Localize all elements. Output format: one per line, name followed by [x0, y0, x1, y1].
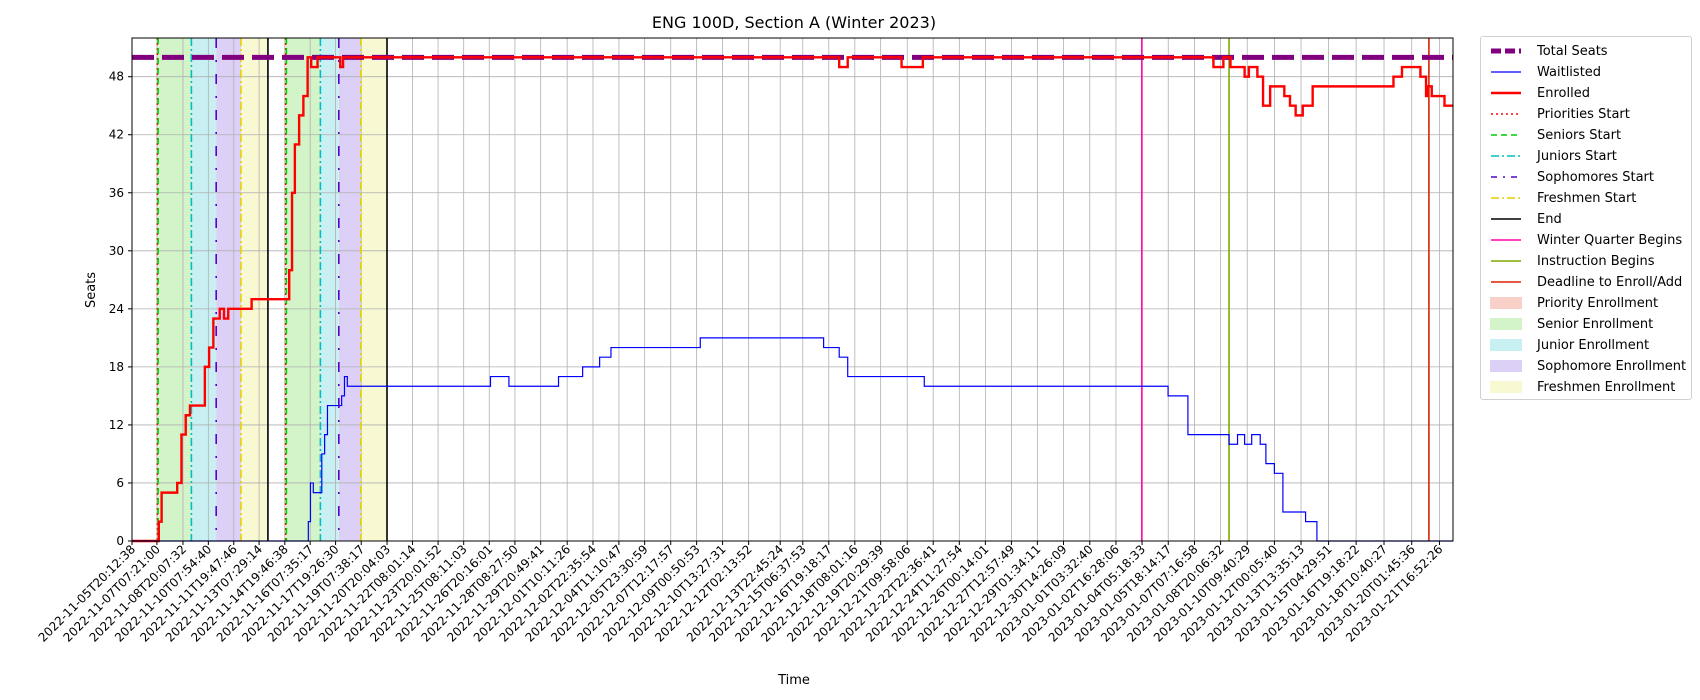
y-tick-label: 24 — [109, 302, 124, 316]
legend-swatch — [1491, 48, 1521, 54]
legend-item: Freshmen Enrollment — [1489, 377, 1675, 397]
series-waitlisted-line — [132, 337, 1453, 542]
legend-swatch — [1491, 176, 1521, 178]
span-freshmen-enrollment-0 — [241, 38, 268, 541]
x-axis-label: Time — [777, 673, 810, 688]
legend-label: Senior Enrollment — [1537, 316, 1654, 332]
y-axis-label: Seats — [84, 272, 99, 308]
legend-item: Sophomores Start — [1489, 167, 1654, 187]
legend-label: Instruction Begins — [1537, 253, 1655, 269]
y-tick-label: 36 — [109, 186, 124, 200]
legend-label: Winter Quarter Begins — [1537, 232, 1683, 248]
y-tick-label: 0 — [116, 534, 124, 548]
legend-swatch — [1490, 360, 1522, 372]
legend-label: Freshmen Enrollment — [1537, 379, 1676, 395]
legend-swatch — [1491, 134, 1521, 136]
legend-item: Sophomore Enrollment — [1489, 356, 1686, 376]
legend-item: Priority Enrollment — [1489, 293, 1658, 313]
legend-item: Enrolled — [1489, 83, 1590, 103]
span-junior-enrollment-0 — [191, 38, 217, 541]
span-junior-enrollment-1 — [320, 38, 339, 541]
span-sophomore-enrollment-1 — [338, 38, 361, 541]
legend-swatch — [1491, 281, 1521, 283]
legend-item: Priorities Start — [1489, 104, 1630, 124]
y-tick-label: 42 — [109, 128, 124, 142]
legend-label: Deadline to Enroll/Add — [1537, 274, 1683, 290]
legend-label: End — [1537, 211, 1562, 227]
legend-swatch — [1491, 71, 1521, 73]
y-tick-label: 18 — [109, 360, 124, 374]
series-enrolled-line — [132, 56, 1453, 543]
legend-label: Seniors Start — [1537, 127, 1622, 143]
legend-item: Instruction Begins — [1489, 251, 1655, 271]
legend-swatch — [1491, 239, 1521, 241]
span-senior-enrollment-0 — [158, 38, 192, 541]
legend-item: End — [1489, 209, 1562, 229]
legend-label: Waitlisted — [1537, 64, 1602, 80]
y-tick-label: 6 — [116, 476, 124, 490]
legend-item: Waitlisted — [1489, 62, 1601, 82]
span-freshmen-enrollment-1 — [360, 38, 388, 541]
legend-label: Priority Enrollment — [1537, 295, 1659, 311]
legend-item: Juniors Start — [1489, 146, 1617, 166]
legend-item: Junior Enrollment — [1489, 335, 1649, 355]
plot-frame — [131, 37, 1454, 542]
legend-swatch — [1490, 318, 1522, 330]
legend-label: Juniors Start — [1537, 148, 1617, 164]
legend-item: Winter Quarter Begins — [1489, 230, 1682, 250]
legend-swatch — [1491, 260, 1521, 262]
span-senior-enrollment-1 — [286, 38, 321, 541]
legend-swatch — [1491, 155, 1521, 157]
legend-item: Senior Enrollment — [1489, 314, 1653, 334]
legend-label: Enrolled — [1537, 85, 1590, 101]
chart-title: ENG 100D, Section A (Winter 2023) — [652, 13, 936, 32]
legend-item: Seniors Start — [1489, 125, 1621, 145]
legend-item: Total Seats — [1489, 41, 1608, 61]
legend-item: Deadline to Enroll/Add — [1489, 272, 1682, 292]
y-tick-label: 12 — [109, 418, 124, 432]
legend-swatch — [1490, 297, 1522, 309]
chart-legend: Total Seats Waitlisted Enrolled Priorities … — [1480, 36, 1692, 400]
legend-label: Freshmen Start — [1537, 190, 1637, 206]
legend-label: Total Seats — [1537, 43, 1608, 59]
legend-label: Sophomores Start — [1537, 169, 1654, 185]
legend-label: Priorities Start — [1537, 106, 1630, 122]
legend-label: Junior Enrollment — [1537, 337, 1650, 353]
legend-swatch — [1491, 218, 1521, 220]
legend-item: Freshmen Start — [1489, 188, 1636, 208]
y-tick-label: 30 — [109, 244, 124, 258]
legend-swatch — [1491, 197, 1521, 199]
legend-swatch — [1491, 91, 1521, 95]
legend-swatch — [1490, 339, 1522, 351]
legend-swatch — [1491, 113, 1521, 115]
y-tick-label: 48 — [109, 70, 124, 84]
plot-area: 06121824303642482022-11-05T20:12:382022-… — [36, 37, 1454, 645]
span-sophomore-enrollment-0 — [216, 38, 242, 541]
legend-swatch — [1490, 381, 1522, 393]
legend-label: Sophomore Enrollment — [1537, 358, 1687, 374]
